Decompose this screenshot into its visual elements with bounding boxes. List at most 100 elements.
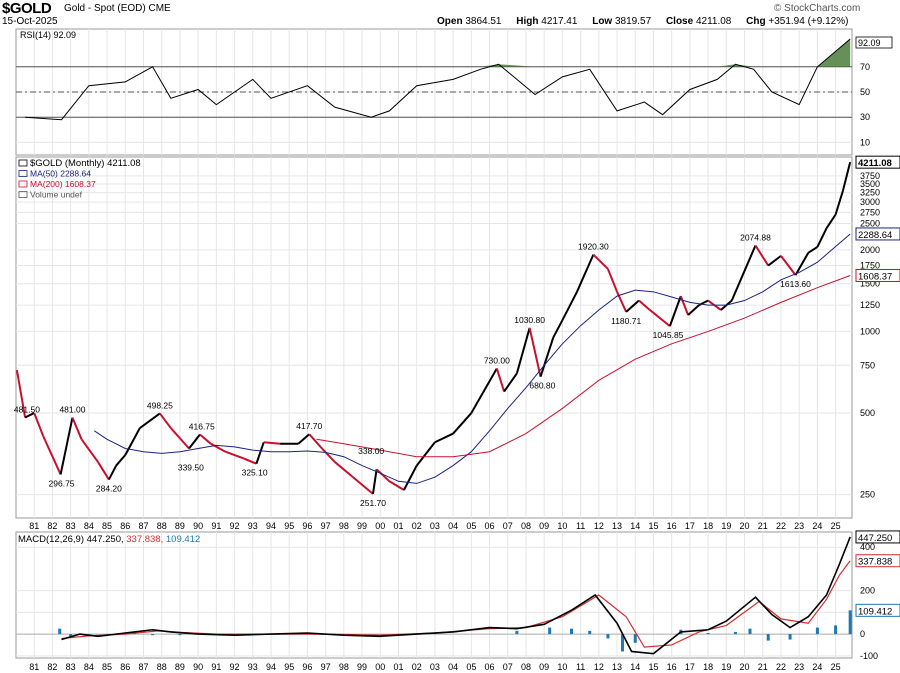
price-y-tick: 1500 <box>860 279 880 289</box>
rsi-y-tick: 50 <box>860 87 870 97</box>
x-tick-label: 19 <box>721 521 731 531</box>
x-tick-label: 93 <box>248 662 258 672</box>
price-segment <box>139 412 161 429</box>
macd-histogram-bar <box>766 634 770 641</box>
x-tick-label: 97 <box>321 662 331 672</box>
x-tick-label: 22 <box>776 662 786 672</box>
x-tick-label: 11 <box>576 662 585 672</box>
legend-swatch <box>18 170 28 177</box>
x-tick-label: 00 <box>375 521 385 531</box>
macd-histogram-bar <box>706 633 710 635</box>
x-tick-label: 96 <box>302 662 312 672</box>
x-tick-label: 95 <box>284 521 294 531</box>
high-value: 4217.41 <box>541 16 578 27</box>
x-tick-label: 85 <box>102 662 112 672</box>
x-tick-label: 07 <box>503 662 513 672</box>
price-segment <box>576 254 595 293</box>
x-tick-label: 88 <box>157 662 167 672</box>
price-y-tick: 1750 <box>860 261 880 271</box>
price-y-tick: 1250 <box>860 300 880 310</box>
price-segment <box>452 412 473 435</box>
x-tick-label: 88 <box>157 521 167 531</box>
price-segment <box>649 309 671 327</box>
x-tick-label: 06 <box>485 521 495 531</box>
price-annotation: 296.75 <box>49 478 75 488</box>
macd-histogram-bar <box>848 610 852 635</box>
price-segment <box>539 337 555 378</box>
macd-histogram-bar <box>633 634 637 643</box>
price-segment <box>592 253 609 270</box>
x-tick-label: 15 <box>648 521 658 531</box>
x-tick-label: 12 <box>594 662 604 672</box>
price-annotation: 416.75 <box>189 421 215 431</box>
price-segment <box>687 304 700 316</box>
price-annotation: 1045.85 <box>653 330 684 340</box>
price-segment <box>115 454 127 467</box>
x-tick-label: 13 <box>612 521 622 531</box>
price-segment <box>403 465 418 491</box>
price-segment <box>495 368 506 392</box>
price-annotation: 338.00 <box>358 446 384 456</box>
chg-value: +351.94 (+9.12%) <box>768 16 849 27</box>
x-tick-label: 87 <box>138 662 148 672</box>
price-annotation: 680.80 <box>529 381 555 391</box>
price-annotation: 1613.60 <box>780 279 811 289</box>
x-tick-label: 23 <box>794 521 804 531</box>
x-tick-label: 82 <box>47 521 57 531</box>
x-tick-label: 03 <box>430 662 440 672</box>
price-segment <box>97 461 110 481</box>
price-segment <box>255 441 265 465</box>
price-tag-box <box>855 268 900 282</box>
x-tick-label: 17 <box>685 662 695 672</box>
macd-histogram-bar <box>621 634 625 652</box>
x-tick-label: 83 <box>66 521 76 531</box>
x-tick-label: 87 <box>138 521 148 531</box>
macd-value-tag-box <box>855 603 900 617</box>
price-segment <box>188 433 201 450</box>
macd-value-tag-box <box>855 554 900 568</box>
price-segment <box>388 480 405 491</box>
low-label: Low <box>592 16 613 27</box>
x-tick-label: 98 <box>339 521 349 531</box>
price-segment <box>668 295 682 327</box>
x-tick-label: 01 <box>393 521 403 531</box>
price-segment <box>434 432 454 444</box>
price-segment <box>625 299 640 313</box>
price-segment <box>170 427 190 450</box>
price-annotation: 325.10 <box>242 468 268 478</box>
price-segment <box>263 441 281 445</box>
price-segment <box>334 461 354 478</box>
macd-y-tick: -100 <box>860 651 878 661</box>
x-tick-label: 06 <box>485 662 495 672</box>
price-segment <box>210 442 226 453</box>
price-segment <box>528 327 542 377</box>
price-y-tick: 2500 <box>860 219 880 229</box>
price-segment <box>108 465 118 481</box>
x-tick-label: 10 <box>557 521 567 531</box>
x-tick-label: 23 <box>794 662 804 672</box>
high-label: High <box>516 16 539 27</box>
x-tick-label: 90 <box>193 662 203 672</box>
macd-histogram-bar <box>733 631 737 635</box>
x-tick-label: 22 <box>776 521 786 531</box>
x-tick-label: 01 <box>393 662 403 672</box>
price-segment <box>470 367 498 414</box>
macd-histogram-bar <box>515 630 519 635</box>
macd-histogram-bar <box>548 627 552 635</box>
price-y-tick: 1000 <box>860 326 880 336</box>
price-segment <box>816 227 828 248</box>
price-segment <box>371 469 378 494</box>
x-tick-label: 92 <box>230 521 240 531</box>
ohlc-readout: Open 3864.51 High 4217.41 Low 3819.57 Cl… <box>437 16 860 27</box>
price-y-tick: 3500 <box>860 179 880 189</box>
close-value: 4211.08 <box>695 16 732 27</box>
macd-legend: MACD(12,26,9) 447.250, 337.838, 109.412 <box>18 534 200 545</box>
price-segment <box>415 441 436 467</box>
macd-histogram-bar <box>151 634 155 636</box>
price-segment <box>321 447 336 463</box>
x-tick-label: 12 <box>594 521 604 531</box>
x-tick-label: 17 <box>685 521 695 531</box>
price-y-tick: 3750 <box>860 171 880 181</box>
chg-label: Chg <box>746 16 766 27</box>
